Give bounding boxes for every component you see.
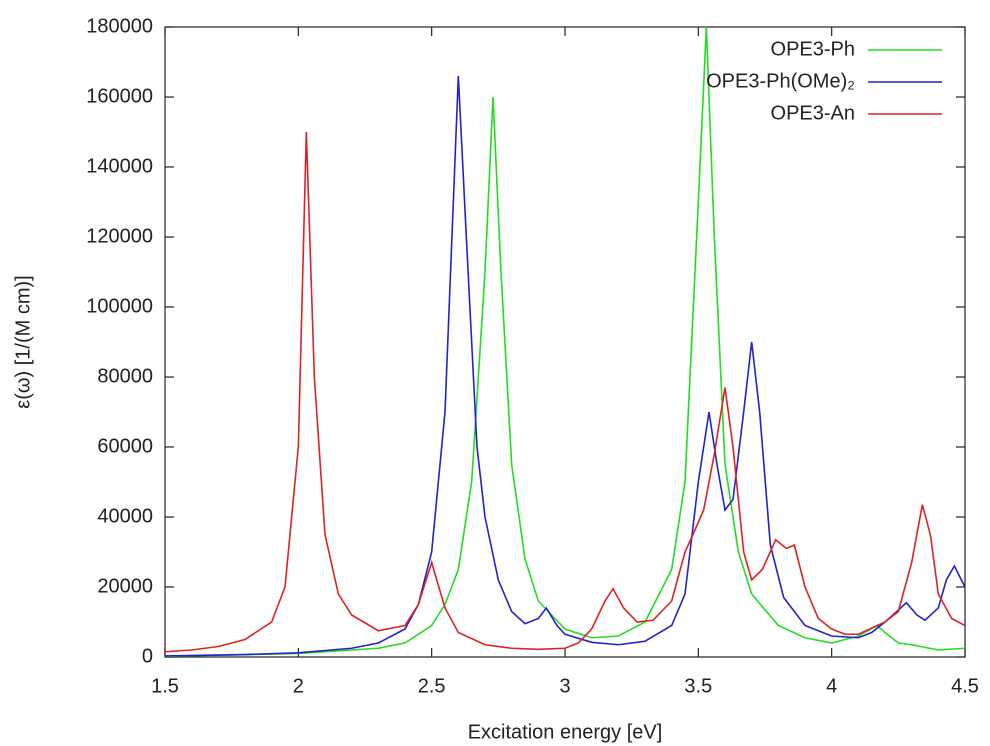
y-axis-label: ε(ω) [1/(M cm)] xyxy=(12,275,34,408)
series-line xyxy=(165,26,965,657)
x-tick-label: 3.5 xyxy=(684,675,712,697)
x-tick-label: 4.5 xyxy=(951,675,979,697)
x-tick-label: 2 xyxy=(293,675,304,697)
y-tick-label: 160000 xyxy=(86,85,153,107)
x-tick-label: 2.5 xyxy=(418,675,446,697)
y-tick-label: 140000 xyxy=(86,155,153,177)
legend-label: OPE3-Ph xyxy=(771,38,855,60)
x-tick-label: 1.5 xyxy=(151,675,179,697)
y-tick-label: 0 xyxy=(142,645,153,667)
y-tick-label: 120000 xyxy=(86,225,153,247)
x-tick-label: 4 xyxy=(826,675,837,697)
y-tick-label: 180000 xyxy=(86,15,153,37)
y-tick-label: 60000 xyxy=(97,435,153,457)
legend-label: OPE3-Ph(OMe)₂ xyxy=(706,70,855,92)
y-tick-label: 100000 xyxy=(86,295,153,317)
legend-label: OPE3-An xyxy=(771,102,855,124)
x-tick-label: 3 xyxy=(559,675,570,697)
y-tick-label: 20000 xyxy=(97,575,153,597)
x-axis-label: Excitation energy [eV] xyxy=(468,721,663,743)
series-line xyxy=(165,131,965,653)
series-line xyxy=(165,75,965,657)
y-tick-label: 80000 xyxy=(97,365,153,387)
y-tick-label: 40000 xyxy=(97,505,153,527)
